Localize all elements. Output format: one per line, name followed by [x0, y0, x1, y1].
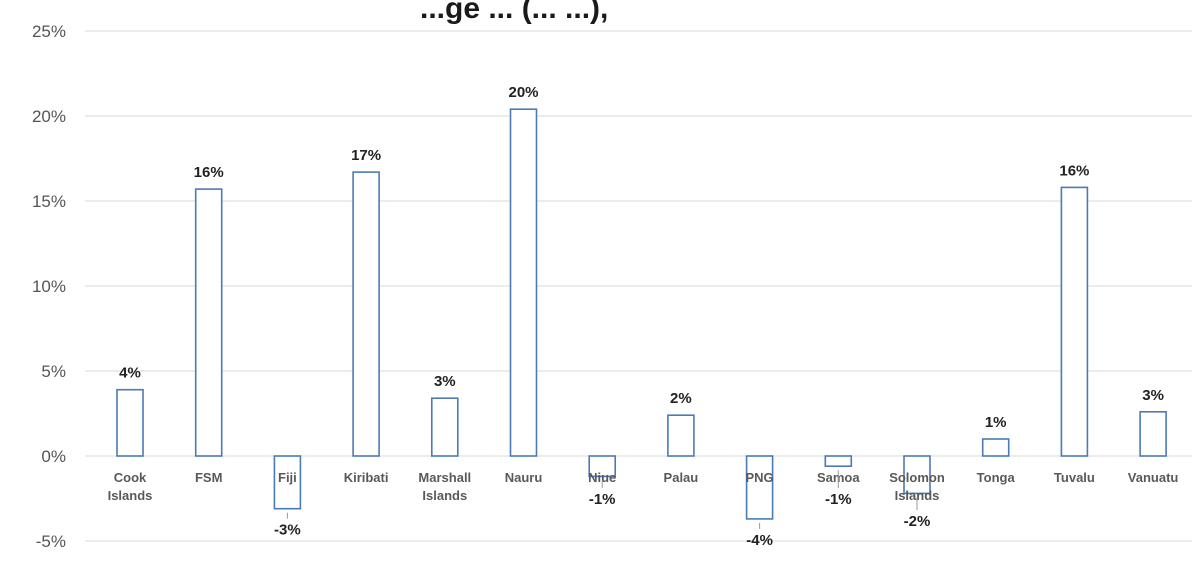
data-label: 20%	[508, 84, 538, 101]
data-label: 3%	[434, 373, 456, 390]
y-tick-label: 15%	[32, 192, 66, 211]
y-tick-label: 25%	[32, 22, 66, 41]
bar	[588, 455, 617, 478]
bar	[116, 388, 144, 457]
data-label: 1%	[985, 414, 1007, 431]
bar	[194, 188, 223, 457]
category-label: Cook Islands	[108, 470, 153, 503]
data-label: -1%	[589, 491, 616, 508]
data-label: -3%	[274, 522, 301, 539]
category-label: Marshall Islands	[418, 470, 471, 503]
bar	[352, 171, 380, 457]
data-label: -1%	[825, 491, 852, 508]
bar	[273, 455, 302, 510]
data-label: -2%	[904, 513, 931, 530]
data-label: 16%	[194, 164, 224, 181]
data-label: 3%	[1142, 387, 1164, 404]
category-label: FSM	[195, 470, 222, 485]
category-label: Tuvalu	[1054, 470, 1095, 485]
data-label: 2%	[670, 390, 692, 407]
category-label: Vanuatu	[1128, 470, 1179, 485]
y-tick-label: 20%	[32, 107, 66, 126]
category-label: Kiribati	[344, 470, 389, 485]
category-label: Palau	[664, 470, 699, 485]
category-label: Nauru	[505, 470, 543, 485]
bar	[745, 455, 774, 520]
y-tick-label: 10%	[32, 277, 66, 296]
data-label: 16%	[1059, 162, 1089, 179]
category-label: PNG	[746, 470, 774, 485]
category-label: Niue	[588, 470, 616, 485]
chart-title: ...ge ... (... ...),	[420, 0, 608, 25]
category-label: Solomon Islands	[889, 470, 945, 503]
category-label: Fiji	[278, 470, 297, 485]
data-label: 17%	[351, 147, 381, 164]
data-label: 4%	[119, 365, 141, 382]
bar	[903, 455, 931, 495]
bar	[1139, 410, 1167, 457]
bar	[667, 414, 695, 457]
data-label: -4%	[746, 532, 773, 549]
category-label: Tonga	[977, 470, 1016, 485]
bar	[430, 397, 459, 457]
y-tick-label: -5%	[36, 532, 66, 551]
bar	[981, 438, 1010, 457]
bar	[824, 455, 853, 467]
y-tick-label: 5%	[41, 362, 66, 381]
y-tick-label: 0%	[41, 447, 66, 466]
bar	[509, 108, 538, 457]
bar	[1060, 186, 1089, 457]
